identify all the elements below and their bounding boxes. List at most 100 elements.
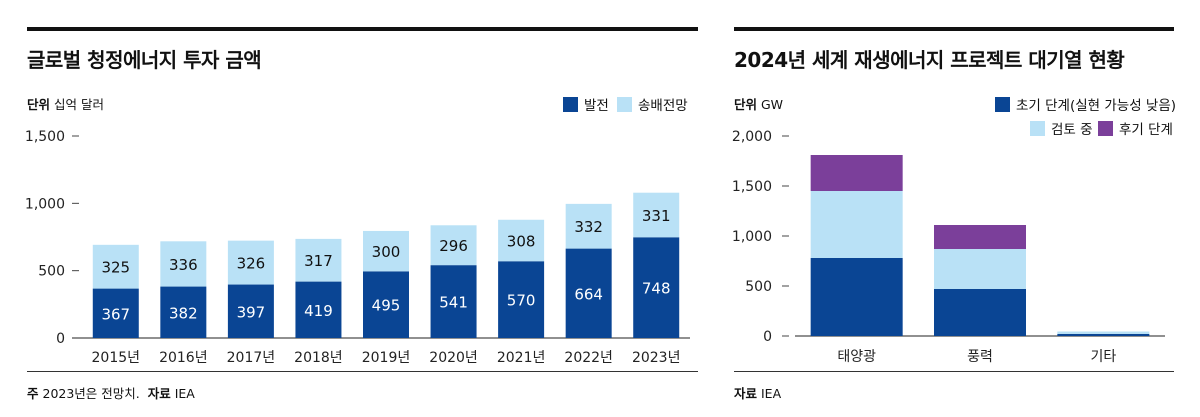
y-tick-label: 0 bbox=[56, 331, 65, 347]
x-tick-label: 2019년 bbox=[362, 350, 411, 366]
legend-swatch-generation bbox=[563, 96, 578, 112]
legend-label-generation: 발전 bbox=[584, 98, 609, 114]
bar-grid bbox=[92, 244, 139, 289]
right-source-key: 자료 bbox=[734, 386, 758, 401]
right-source-text: IEA bbox=[761, 386, 782, 401]
y-tick-label: 1,500 bbox=[732, 179, 772, 195]
legend-label-early: 초기 단계(실현 가능성 낮음) bbox=[1016, 98, 1177, 114]
left-panel-bottom-rule bbox=[27, 371, 698, 372]
data-label: 336 bbox=[169, 256, 198, 274]
left-legend-item-grid: 송배전망 bbox=[617, 94, 688, 114]
data-label: 326 bbox=[237, 255, 266, 273]
bar-late bbox=[810, 155, 903, 191]
right-legend-item-early: 초기 단계(실현 가능성 낮음) bbox=[995, 94, 1176, 114]
bar-generation bbox=[633, 237, 680, 338]
data-label: 300 bbox=[372, 243, 401, 261]
bar-grid bbox=[160, 241, 207, 287]
right-unit-value: GW bbox=[761, 97, 784, 112]
data-label: 332 bbox=[574, 218, 603, 236]
legend-swatch-late bbox=[1098, 120, 1113, 136]
bar-grid bbox=[227, 240, 274, 285]
left-source-text: IEA bbox=[174, 386, 195, 401]
right-panel-bottom-rule bbox=[734, 371, 1174, 372]
legend-swatch-grid bbox=[617, 96, 632, 112]
data-label: 317 bbox=[304, 252, 333, 270]
right-unit-label: 단위 GW bbox=[734, 94, 783, 113]
y-tick-label: 1,000 bbox=[732, 229, 772, 245]
legend-label-late: 후기 단계 bbox=[1119, 122, 1173, 138]
data-label: 382 bbox=[169, 304, 198, 322]
bar-generation bbox=[160, 286, 207, 338]
left-note-text: 2023년은 전망치. bbox=[42, 386, 140, 401]
x-tick-label: 2018년 bbox=[294, 350, 343, 366]
x-tick-label: 2016년 bbox=[159, 350, 208, 366]
data-label: 495 bbox=[372, 297, 401, 315]
data-label: 541 bbox=[439, 294, 468, 312]
y-tick-label: 2,000 bbox=[732, 129, 772, 145]
left-investment-chart: 0 500 1,000 1,500 367 325 2015년 382 336 2016년 397 3… bbox=[25, 129, 690, 366]
legend-label-review: 검토 중 bbox=[1051, 122, 1093, 138]
bar-late bbox=[934, 225, 1026, 249]
data-label: 664 bbox=[574, 285, 603, 303]
bar-generation bbox=[295, 281, 342, 338]
data-label: 296 bbox=[439, 237, 468, 255]
bar-review bbox=[934, 249, 1026, 289]
bar-review bbox=[1057, 331, 1150, 334]
y-tick-label: 1,000 bbox=[25, 196, 65, 212]
left-chart-title: 글로벌 청정에너지 투자 금액 bbox=[27, 48, 262, 72]
bar-generation bbox=[498, 261, 545, 338]
y-tick-label: 1,500 bbox=[25, 129, 65, 145]
legend-label-grid: 송배전망 bbox=[638, 98, 688, 114]
data-label: 308 bbox=[507, 233, 536, 251]
y-tick-label: 500 bbox=[745, 279, 772, 295]
x-tick-label: 2023년 bbox=[632, 350, 681, 366]
data-label: 367 bbox=[101, 305, 130, 323]
bar-grid bbox=[498, 219, 545, 262]
x-tick-label: 2015년 bbox=[92, 350, 141, 366]
bar-generation bbox=[227, 284, 274, 338]
right-legend-item-late: 후기 단계 bbox=[1098, 118, 1173, 138]
right-chart-title: 2024년 세계 재생에너지 프로젝트 대기열 현황 bbox=[734, 48, 1125, 72]
bar-grid bbox=[430, 225, 477, 266]
y-tick-label: 0 bbox=[763, 329, 772, 345]
left-legend-item-generation: 발전 bbox=[563, 94, 609, 114]
bar-early bbox=[1057, 334, 1150, 336]
bar-grid bbox=[565, 203, 612, 249]
bar-generation bbox=[430, 265, 477, 338]
y-tick-label: 500 bbox=[38, 264, 65, 280]
data-label: 397 bbox=[237, 303, 266, 321]
right-panel-top-rule bbox=[734, 27, 1174, 31]
right-unit-key: 단위 bbox=[734, 97, 758, 112]
left-unit-label: 단위 십억 달러 bbox=[27, 94, 104, 113]
bar-generation bbox=[363, 271, 409, 338]
left-unit-key: 단위 bbox=[27, 97, 51, 112]
x-tick-label: 2022년 bbox=[564, 350, 613, 366]
x-tick-label: 태양광 bbox=[837, 349, 876, 365]
right-legend-item-review: 검토 중 bbox=[1030, 118, 1093, 138]
right-queue-chart: 0 500 1,000 1,500 2,000 태양광 풍력 기타 bbox=[732, 129, 1165, 365]
data-label: 570 bbox=[507, 292, 536, 310]
left-source-key: 자료 bbox=[147, 386, 171, 401]
x-tick-label: 2017년 bbox=[227, 350, 276, 366]
bar-grid bbox=[363, 230, 409, 272]
left-unit-value: 십억 달러 bbox=[54, 97, 104, 112]
legend-swatch-review bbox=[1030, 120, 1045, 136]
bar-generation bbox=[565, 248, 612, 338]
x-tick-label: 2020년 bbox=[429, 350, 478, 366]
bar-grid bbox=[633, 192, 680, 238]
bar-early bbox=[810, 258, 903, 336]
x-tick-label: 풍력 bbox=[967, 349, 993, 365]
right-footnote: 자료 IEA bbox=[734, 383, 781, 402]
data-label: 331 bbox=[642, 207, 671, 225]
bar-early bbox=[934, 289, 1026, 336]
left-note-key: 주 bbox=[27, 386, 39, 401]
left-footnote: 주 2023년은 전망치. 자료 IEA bbox=[27, 383, 195, 402]
data-label: 419 bbox=[304, 302, 333, 320]
bar-grid bbox=[295, 238, 342, 282]
x-tick-label: 기타 bbox=[1090, 349, 1116, 365]
bar-review bbox=[810, 191, 903, 258]
data-label: 748 bbox=[642, 280, 671, 298]
x-tick-label: 2021년 bbox=[497, 350, 546, 366]
bar-generation bbox=[92, 288, 139, 338]
data-label: 325 bbox=[101, 259, 130, 277]
